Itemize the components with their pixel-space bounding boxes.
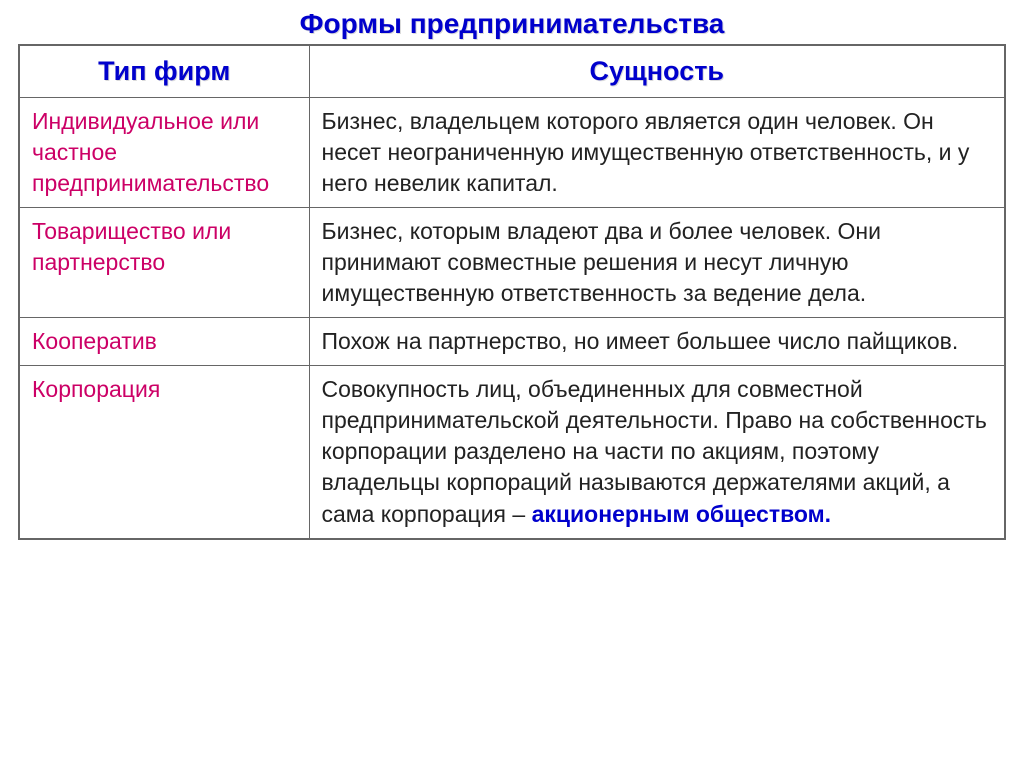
type-cell: Индивидуальное или частное предпринимате… xyxy=(19,98,309,208)
table-row: Индивидуальное или частное предпринимате… xyxy=(19,98,1005,208)
table-row: Товарищество или партнерство Бизнес, кот… xyxy=(19,208,1005,318)
essence-cell: Совокупность лиц, объединенных для совме… xyxy=(309,366,1005,539)
type-cell: Товарищество или партнерство xyxy=(19,208,309,318)
essence-highlight: акционерным обществом. xyxy=(532,501,832,527)
page-title: Формы предпринимательства xyxy=(18,8,1006,40)
forms-table: Тип фирм Сущность Индивидуальное или час… xyxy=(18,44,1006,540)
essence-cell: Бизнес, которым владеют два и более чело… xyxy=(309,208,1005,318)
type-cell: Корпорация xyxy=(19,366,309,539)
type-cell: Кооператив xyxy=(19,318,309,366)
essence-cell: Бизнес, владельцем которого является оди… xyxy=(309,98,1005,208)
table-row: Кооператив Похож на партнерство, но имее… xyxy=(19,318,1005,366)
header-type: Тип фирм xyxy=(19,45,309,98)
table-row: Корпорация Совокупность лиц, объединенны… xyxy=(19,366,1005,539)
essence-cell: Похож на партнерство, но имеет большее ч… xyxy=(309,318,1005,366)
header-essence: Сущность xyxy=(309,45,1005,98)
table-header-row: Тип фирм Сущность xyxy=(19,45,1005,98)
